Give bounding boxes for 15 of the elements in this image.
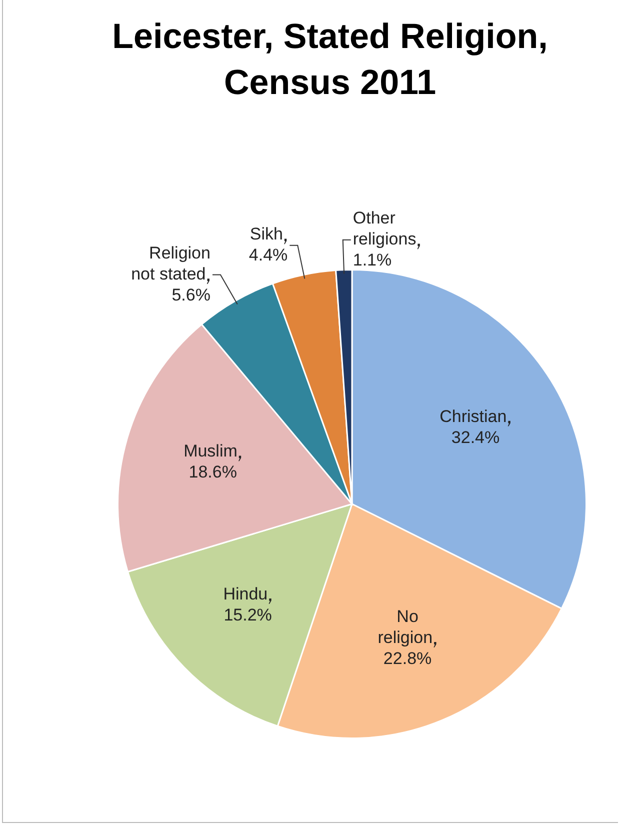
data-label: 15.2% (224, 605, 272, 624)
slice-label: Other religions (352, 208, 416, 249)
data-label: 32.4% (451, 428, 500, 447)
slice-label: Hindu (223, 584, 268, 604)
data-label: 18.6% (188, 462, 237, 482)
data-label: 22.8% (383, 648, 432, 668)
data-label: 1.1% (352, 250, 392, 270)
slice-label: Muslim (184, 442, 238, 461)
chart-title: Leicester, Stated Religion, Census 2011 (111, 16, 549, 104)
slice-label: No religion (378, 606, 433, 647)
slice-label: Christian (440, 406, 507, 426)
data-label: 4.4% (248, 246, 288, 265)
slice-label: Sikh (250, 224, 283, 244)
data-label: 5.6% (172, 285, 210, 304)
slice-label: Religion not stated (131, 243, 210, 284)
